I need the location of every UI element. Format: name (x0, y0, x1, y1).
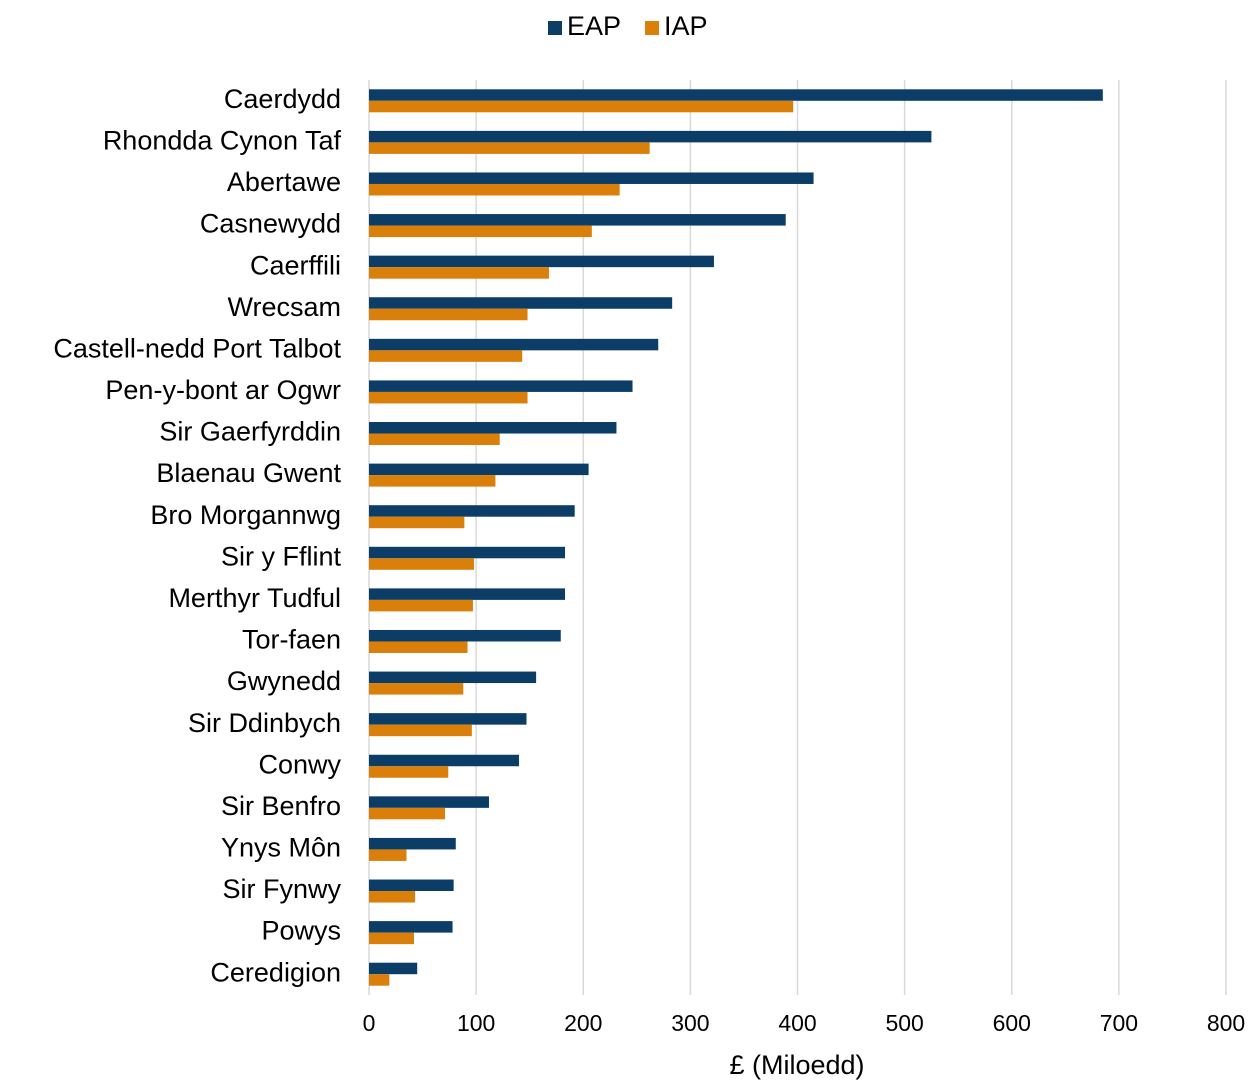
bar (369, 807, 446, 820)
x-tick-label: 300 (671, 1010, 709, 1036)
bar (369, 962, 418, 975)
y-tick-label: Rhondda Cynon Taf (103, 126, 342, 156)
bar (369, 683, 464, 695)
y-tick-label: Powys (261, 916, 341, 946)
bar (369, 546, 566, 559)
y-tick-label: Sir y Fflint (221, 541, 342, 571)
bar (369, 754, 519, 767)
x-tick-label: 400 (778, 1010, 816, 1036)
bar (369, 588, 566, 600)
y-tick-label: Sir Fynwy (222, 874, 341, 904)
x-tick-label: 700 (1100, 1010, 1138, 1036)
x-tick-label: 100 (457, 1010, 495, 1036)
y-tick-label: Sir Ddinbych (188, 708, 341, 738)
bar (369, 89, 1103, 101)
bar (369, 475, 496, 487)
bar (369, 422, 617, 434)
bar (369, 766, 449, 778)
bar (369, 629, 561, 642)
bar (369, 350, 523, 362)
y-tick-label: Sir Gaerfyrddin (159, 417, 341, 447)
bar (369, 671, 537, 684)
x-tick-label: 600 (993, 1010, 1031, 1036)
y-tick-label: Wrecsam (227, 292, 341, 322)
bar (369, 921, 453, 933)
y-tick-label: Pen-y-bont ar Ogwr (105, 375, 341, 405)
x-tick-label: 800 (1207, 1010, 1245, 1036)
bar (369, 516, 465, 529)
bar (369, 255, 714, 268)
bar (369, 267, 549, 279)
bar (369, 713, 527, 725)
y-tick-label: Gwynedd (227, 666, 341, 696)
bar (369, 142, 650, 154)
bar (369, 641, 468, 653)
y-tick-label: Casnewydd (200, 209, 341, 239)
y-tick-label: Sir Benfro (221, 791, 341, 821)
legend-swatch (548, 21, 562, 35)
y-tick-label: Ceredigion (210, 957, 341, 987)
y-tick-label: Caerdydd (224, 84, 341, 114)
bar (369, 796, 489, 808)
bar (369, 463, 589, 476)
bar (369, 505, 575, 517)
bar (369, 837, 456, 850)
bar (369, 879, 454, 892)
bar (369, 338, 659, 351)
y-tick-label: Merthyr Tudful (168, 583, 341, 613)
bar (369, 932, 414, 945)
bar (369, 380, 633, 392)
bar (369, 297, 673, 309)
bar (369, 558, 474, 570)
bar (369, 225, 592, 238)
x-axis-label: £ (Miloedd) (729, 1050, 864, 1080)
y-tick-label: Caerffili (250, 250, 341, 280)
bar (369, 130, 932, 143)
legend-label: IAP (664, 11, 708, 41)
bar (369, 891, 416, 903)
bar (369, 183, 620, 196)
bar (369, 974, 390, 986)
y-tick-label: Blaenau Gwent (156, 458, 341, 488)
legend-swatch (645, 21, 660, 35)
y-tick-label: Abertawe (227, 167, 341, 197)
y-tick-label: Tor-faen (242, 625, 341, 655)
bar (369, 391, 528, 404)
y-tick-label: Conwy (258, 749, 341, 779)
legend-label: EAP (567, 11, 621, 41)
x-tick-label: 500 (885, 1010, 923, 1036)
x-tick-label: 0 (363, 1010, 376, 1036)
x-tick-label: 200 (564, 1010, 602, 1036)
bar (369, 214, 786, 226)
y-tick-label: Bro Morgannwg (150, 500, 341, 530)
bar (369, 724, 472, 737)
bar (369, 849, 407, 861)
bar (369, 433, 500, 446)
bar (369, 100, 794, 113)
y-tick-label: Castell-nedd Port Talbot (53, 333, 341, 363)
y-tick-label: Ynys Môn (221, 833, 341, 863)
bar (369, 599, 473, 612)
bar (369, 308, 528, 321)
bar (369, 172, 814, 184)
